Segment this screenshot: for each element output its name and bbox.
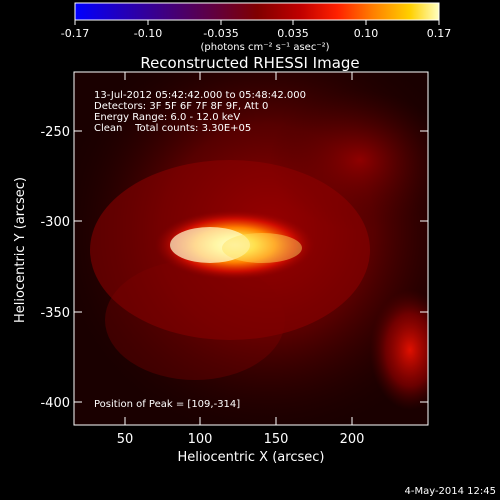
info-time-range: 13-Jul-2012 05:42:42.000 to 05:48:42.000 <box>94 90 306 101</box>
colorbar-units-label: (photons cm⁻² s⁻¹ asec⁻²) <box>200 42 329 53</box>
info-algorithm: Clean Total counts: 3.30E+05 <box>94 123 251 134</box>
colorbar-tick-label: 0.035 <box>277 27 309 40</box>
x-tick-label: 200 <box>340 432 365 447</box>
colorbar-tick-label: 0.17 <box>427 27 452 40</box>
info-energy-range: Energy Range: 6.0 - 12.0 keV <box>94 112 240 123</box>
colorbar-tick-label: -0.17 <box>61 27 89 40</box>
y-tick-label: -250 <box>40 125 70 140</box>
plot-title: Reconstructed RHESSI Image <box>140 54 359 72</box>
y-axis-label: Heliocentric Y (arcsec) <box>13 177 28 323</box>
x-tick-label: 50 <box>117 432 134 447</box>
x-axis-label: Heliocentric X (arcsec) <box>178 450 325 465</box>
plot-frame <box>73 71 429 426</box>
info-peak-position: Position of Peak = [109,-314] <box>94 399 240 410</box>
x-tick-label: 100 <box>188 432 213 447</box>
y-tick-label: -300 <box>40 215 70 230</box>
x-tick-label: 150 <box>264 432 289 447</box>
colorbar-tick-label: -0.035 <box>203 27 238 40</box>
y-axis-tick-marks <box>74 130 428 403</box>
info-detectors: Detectors: 3F 5F 6F 7F 8F 9F, Att 0 <box>94 101 268 112</box>
colorbar-tick-label: 0.10 <box>354 27 379 40</box>
colorbar-tick-label: -0.10 <box>134 27 162 40</box>
y-tick-label: -350 <box>40 306 70 321</box>
rhessi-image <box>74 72 428 425</box>
footer-timestamp: 4-May-2014 12:45 <box>404 486 496 497</box>
colorbar-tick-marks <box>74 20 440 25</box>
y-tick-label: -400 <box>40 396 70 411</box>
colorbar <box>74 2 440 21</box>
x-axis-tick-marks <box>124 72 353 425</box>
